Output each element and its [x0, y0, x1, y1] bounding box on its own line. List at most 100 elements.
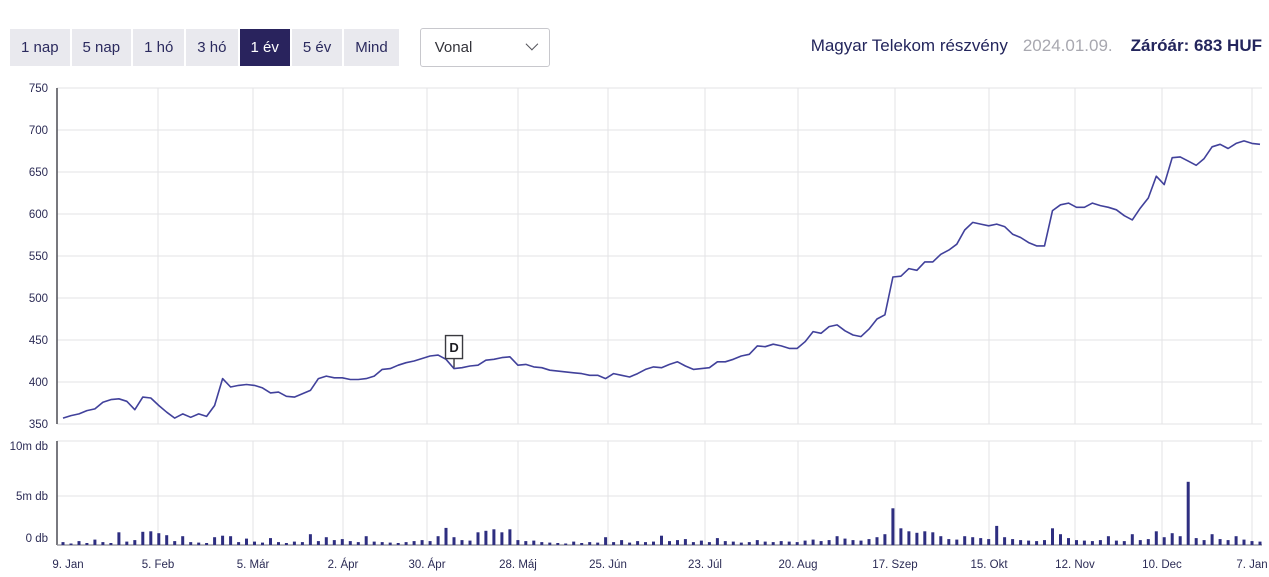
volume-bar: [356, 542, 360, 545]
instrument-header: Magyar Telekom részvény 2024.01.09. Záró…: [811, 36, 1262, 56]
toolbar: 1 nap 5 nap 1 hó 3 hó 1 év 5 év Mind Von…: [10, 28, 550, 67]
range-button-mind[interactable]: Mind: [344, 29, 399, 66]
volume-bar: [77, 541, 81, 545]
x-tick-label: 5. Feb: [142, 559, 175, 571]
volume-bar: [245, 538, 248, 545]
closing-price: Záróár: 683 HUF: [1131, 36, 1262, 56]
volume-bar: [899, 528, 903, 545]
x-tick-label: 10. Dec: [1142, 559, 1182, 571]
volume-bar: [221, 535, 225, 545]
range-button-1nap[interactable]: 1 nap: [10, 29, 70, 66]
volume-bar: [292, 541, 296, 545]
volume-bar: [1226, 540, 1230, 545]
x-tick-label: 7. Jan: [1236, 559, 1267, 571]
price-y-tick-label: 550: [29, 251, 48, 263]
volume-bar: [508, 529, 512, 545]
chart-area[interactable]: 350 400 450 500 550 600 650 700 750 0 db 5m db 10m …: [0, 77, 1269, 577]
volume-bar: [763, 541, 767, 545]
volume-bar: [795, 542, 799, 545]
volume-bar: [931, 532, 935, 545]
volume-bar: [157, 533, 161, 545]
volume-bar: [229, 536, 233, 545]
volume-bar: [412, 541, 416, 545]
volume-y-tick-label: 5m db: [16, 491, 48, 503]
price-y-tick-label: 450: [29, 335, 48, 347]
volume-bar: [1186, 481, 1190, 545]
volume-bar: [1098, 540, 1102, 545]
dividend-marker-box[interactable]: [444, 334, 464, 360]
volume-bar: [1114, 540, 1118, 545]
volume-bar: [101, 542, 105, 545]
range-button-1ho[interactable]: 1 hó: [133, 29, 185, 66]
range-button-5ev[interactable]: 5 év: [291, 29, 343, 66]
volume-bar: [149, 531, 153, 545]
volume-bar: [987, 539, 991, 545]
volume-bar: [181, 536, 185, 545]
x-tick-label: 2. Ápr: [328, 558, 359, 571]
volume-bar: [1067, 538, 1070, 545]
volume-bar: [1250, 541, 1254, 545]
volume-bar: [1170, 533, 1174, 545]
x-tick-label: 5. Már: [237, 559, 270, 571]
volume-bar: [261, 542, 264, 546]
volume-bar: [971, 537, 975, 545]
volume-bar: [875, 537, 879, 545]
volume-bar: [125, 541, 129, 545]
price-y-tick-label: 750: [29, 83, 48, 95]
volume-bar: [867, 539, 871, 545]
volume-bar: [955, 539, 959, 545]
volume-bar: [1130, 534, 1134, 545]
x-tick-label: 23. Júl: [688, 559, 722, 571]
price-y-tick-label: 400: [29, 377, 48, 389]
volume-bar: [476, 532, 480, 545]
range-button-3ho[interactable]: 3 hó: [186, 29, 238, 66]
volume-bar: [189, 542, 193, 545]
volume-bar: [1035, 541, 1039, 545]
x-tick-label: 20. Aug: [778, 559, 817, 571]
volume-bar: [436, 536, 440, 545]
volume-bar: [69, 543, 73, 545]
volume-bar: [1154, 531, 1158, 545]
volume-bar: [1106, 536, 1110, 545]
volume-bar: [723, 541, 727, 545]
closing-price-value: 683 HUF: [1193, 36, 1262, 55]
volume-bar: [372, 541, 376, 545]
volume-bar: [636, 541, 640, 545]
volume-bar: [620, 540, 624, 545]
volume-bar: [1194, 538, 1198, 545]
volume-bar: [1202, 540, 1206, 545]
volume-bar: [332, 540, 336, 545]
volume-bar: [859, 540, 863, 545]
volume-bar: [516, 540, 520, 545]
volume-bar: [691, 542, 695, 545]
x-tick-label: 12. Nov: [1055, 559, 1095, 571]
volume-bar: [484, 530, 488, 545]
instrument-title: Magyar Telekom részvény: [810, 36, 1008, 55]
volume-bar: [939, 536, 943, 545]
volume-bar: [1051, 528, 1054, 545]
volume-bar: [205, 543, 209, 545]
range-button-5nap[interactable]: 5 nap: [71, 29, 132, 66]
volume-bar: [652, 541, 655, 545]
volume-bar: [1090, 541, 1094, 545]
range-button-1ev[interactable]: 1 év: [239, 29, 290, 66]
volume-bar: [851, 540, 855, 545]
volume-bar: [803, 540, 807, 545]
x-tick-label: 25. Jún: [589, 559, 627, 571]
volume-bar: [660, 535, 663, 545]
quote-date: 2024.01.09.: [1022, 36, 1113, 55]
volume-y-tick-label: 0 db: [26, 533, 48, 545]
volume-bar: [1258, 541, 1262, 545]
volume-bar: [380, 542, 384, 545]
volume-bar: [1218, 539, 1222, 545]
volume-bar: [213, 537, 217, 545]
volume-bar: [173, 541, 177, 545]
x-tick-label: 30. Ápr: [408, 558, 445, 571]
price-volume-chart-svg: 350 400 450 500 550 600 650 700 750 0 db 5m db 10m …: [10, 83, 1268, 571]
price-y-tick-label: 600: [29, 209, 48, 221]
volume-bar: [109, 543, 113, 545]
volume-bar: [396, 543, 400, 545]
volume-bar: [947, 539, 951, 545]
chart-type-dropdown[interactable]: Vonal: [419, 28, 550, 67]
volume-bar: [1075, 540, 1078, 545]
